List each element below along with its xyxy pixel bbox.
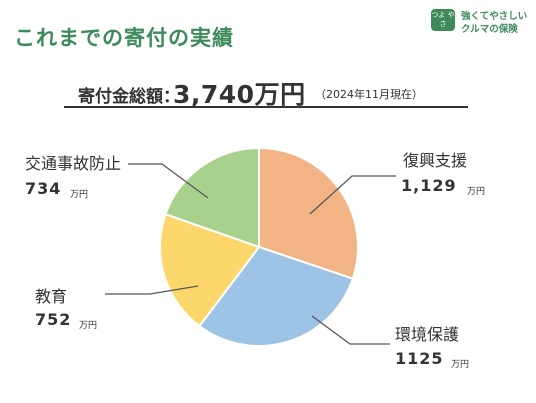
leader-line-environment (311, 315, 390, 345)
brand-logo: つよ やさ 強くてやさしい クルマの保険 (431, 7, 531, 37)
slice-label-unit-recovery: 万円 (467, 187, 486, 197)
slice-label-unit-environment: 万円 (451, 360, 470, 370)
pie-slice-education (159, 212, 261, 328)
leader-line-recovery (309, 175, 396, 215)
slice-label-name-environment: 環境保護 (395, 325, 460, 344)
pie-slice-traffic-safety (164, 146, 260, 249)
logo-badge-icon: つよ やさ (431, 9, 455, 31)
pie-slice-recovery (258, 146, 359, 280)
slice-label-unit-traffic-safety: 万円 (70, 190, 89, 200)
total-value: 3,740万円 (173, 80, 306, 109)
slice-label-value-education: 752 (35, 310, 72, 329)
logo-tagline-line1: 強くてやさしい (461, 11, 528, 22)
slice-label-name-traffic-safety: 交通事故防止 (25, 154, 122, 173)
leader-line-education (105, 285, 199, 295)
total-donation-banner: 寄付金総額： 3,740万円 （2024年11月現在） (64, 75, 468, 109)
slice-label-name-education: 教育 (35, 287, 68, 306)
leader-line-traffic-safety (128, 163, 209, 199)
slice-label-unit-education: 万円 (79, 321, 98, 331)
slice-label-value-traffic-safety: 734 (25, 179, 62, 198)
slice-label-name-recovery: 復興支援 (403, 151, 468, 170)
total-date-note: （2024年11月現在） (315, 88, 423, 101)
total-label: 寄付金総額： (78, 87, 180, 107)
pie-slice-environment (198, 245, 355, 347)
page-title: これまでの寄付の実績 (14, 26, 234, 50)
total-underline (64, 106, 468, 108)
slice-label-value-recovery: 1,129 (401, 176, 457, 195)
logo-tagline-line2: クルマの保険 (461, 24, 518, 35)
slice-label-value-environment: 1125 (395, 349, 444, 368)
